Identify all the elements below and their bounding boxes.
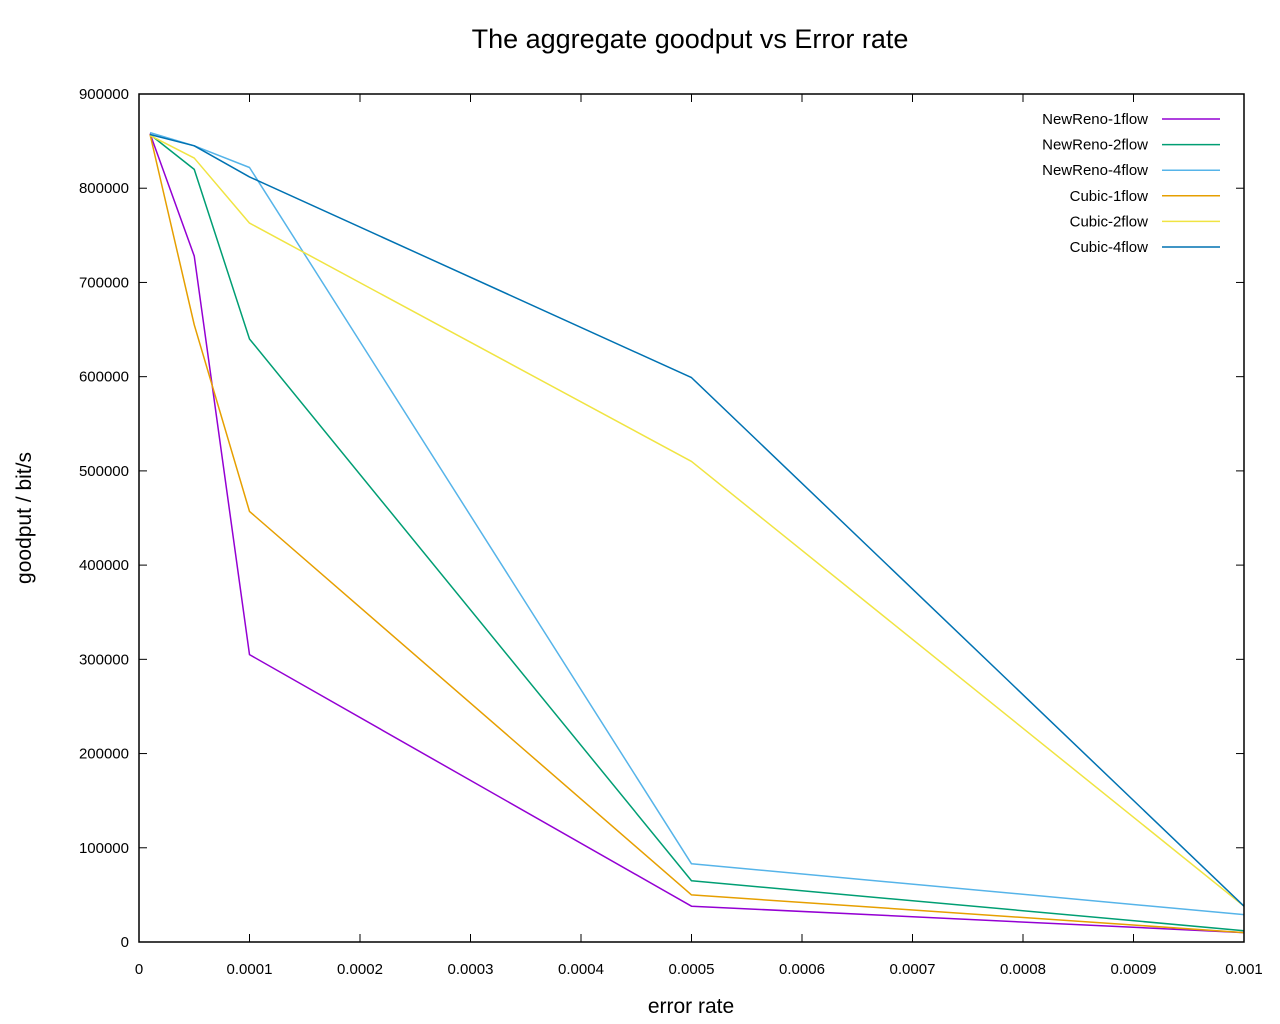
chart-title: The aggregate goodput vs Error rate: [472, 24, 909, 54]
x-tick-label: 0.0008: [1000, 961, 1046, 978]
y-tick-label: 400000: [79, 557, 129, 574]
series-line-newreno-2flow: [149, 133, 1245, 932]
y-tick-label: 700000: [79, 274, 129, 291]
legend-label-cubic-2flow: Cubic-2flow: [1070, 213, 1149, 230]
series-line-cubic-1flow: [149, 134, 1245, 934]
y-tick-label: 100000: [79, 840, 129, 857]
series-layer: [149, 131, 1245, 934]
legend-label-newreno-1flow: NewReno-1flow: [1042, 111, 1148, 128]
y-axis-label: goodput / bit/s: [13, 452, 36, 584]
x-tick-label: 0.0006: [779, 961, 825, 978]
plot-frame: [138, 93, 1245, 943]
legend-label-cubic-1flow: Cubic-1flow: [1070, 188, 1149, 205]
series-line-cubic-2flow: [149, 134, 1245, 907]
x-tick-label: 0.0002: [337, 961, 383, 978]
x-axis-label: error rate: [648, 995, 734, 1018]
y-tick-label: 300000: [79, 651, 129, 668]
y-tick-label: 800000: [79, 180, 129, 197]
x-tick-label: 0.0005: [669, 961, 715, 978]
x-tick-label: 0.0007: [890, 961, 936, 978]
x-tick-label: 0.0001: [227, 961, 273, 978]
series-line-cubic-4flow: [149, 133, 1245, 907]
legend-label-newreno-2flow: NewReno-2flow: [1042, 137, 1148, 154]
y-tick-label: 200000: [79, 746, 129, 763]
x-tick-label: 0: [135, 961, 143, 978]
series-line-newreno-1flow: [149, 133, 1245, 934]
x-tick-label: 0.001: [1225, 961, 1263, 978]
x-tick-label: 0.0003: [448, 961, 494, 978]
legend: NewReno-1flow NewReno-2flow NewReno-4flow C…: [1042, 111, 1220, 256]
y-tick-label: 600000: [79, 369, 129, 386]
x-tick-label: 0.0004: [558, 961, 604, 978]
y-tick-label: 900000: [79, 86, 129, 103]
y-tick-label: 0: [121, 934, 129, 951]
legend-label-newreno-4flow: NewReno-4flow: [1042, 162, 1148, 179]
legend-label-cubic-4flow: Cubic-4flow: [1070, 239, 1149, 256]
y-tick-label: 500000: [79, 463, 129, 480]
x-tick-label: 0.0009: [1111, 961, 1157, 978]
ticks-layer: 0 100000 200000 300000 400000 500000 600000 700…: [79, 86, 1263, 978]
